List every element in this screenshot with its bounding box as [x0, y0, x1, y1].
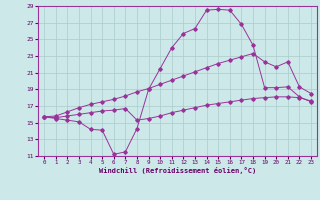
X-axis label: Windchill (Refroidissement éolien,°C): Windchill (Refroidissement éolien,°C)	[99, 167, 256, 174]
